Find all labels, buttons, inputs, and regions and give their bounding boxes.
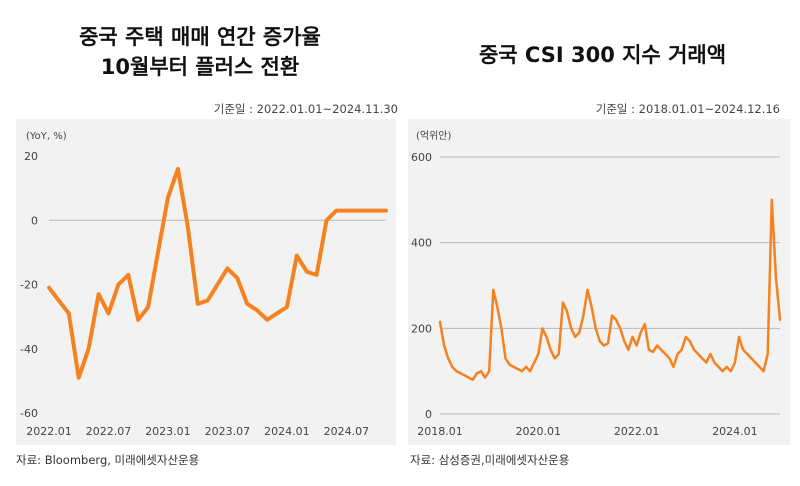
- chart1-y-tick-label: 20: [24, 150, 38, 163]
- chart2-title: 중국 CSI 300 지수 거래액: [478, 43, 727, 67]
- chart1-plot-area: (YoY, %) 20 0 -20 -40 -60 2022.01 2022.07 2023.0…: [16, 119, 396, 445]
- chart1-svg: (YoY, %) 20 0 -20 -40 -60 2022.01 2022.07 2023.0…: [20, 131, 388, 438]
- chart1-title-line1: 중국 주택 매매 연간 증가율: [79, 25, 321, 49]
- chart1-y-tick-label: -20: [20, 279, 38, 292]
- chart1-x-tick-label: 2022.01: [26, 425, 72, 438]
- chart1-x-tick-label: 2022.07: [86, 425, 132, 438]
- chart2-y-tick-label: 400: [411, 237, 432, 250]
- chart1-y-tick-label: -40: [20, 343, 38, 356]
- chart2-x-tick-label: 2020.01: [516, 425, 562, 438]
- chart2-x-tick-label: 2024.01: [712, 425, 758, 438]
- chart2-svg: (억위안) 600 400 200 0 2018.01 2020.01 2022.01 2024…: [411, 129, 782, 438]
- chart2-series-line: [438, 198, 782, 381]
- chart1-x-tick-label: 2023.01: [145, 425, 191, 438]
- chart1-series-line: [47, 166, 388, 380]
- chart1-title-line2: 10월부터 플러스 전환: [100, 55, 300, 79]
- chart2-source: 자료: 삼성증권,미래에셋자산운용: [410, 453, 570, 467]
- chart2-y-tick-label: 200: [411, 322, 432, 335]
- chart2-plot-area: (억위안) 600 400 200 0 2018.01 2020.01 2022.01 2024…: [408, 119, 790, 445]
- chart1-base-date: 기준일 : 2022.01.01~2024.11.30: [213, 102, 398, 116]
- chart1-x-tick-label: 2023.07: [205, 425, 251, 438]
- chart1-y-tick-label: 0: [31, 214, 38, 227]
- chart2-unit-label: (억위안): [416, 129, 452, 142]
- chart1-unit-label: (YoY, %): [26, 131, 67, 142]
- chart1-x-tick-label: 2024.07: [324, 425, 370, 438]
- chart1-source: 자료: Bloomberg, 미래에셋자산운용: [16, 453, 200, 467]
- chart2-base-date: 기준일 : 2018.01.01~2024.12.16: [595, 102, 780, 116]
- chart2-y-tick-label: 0: [425, 408, 432, 421]
- chart2-x-tick-label: 2018.01: [417, 425, 463, 438]
- chart1-title: 중국 주택 매매 연간 증가율 10월부터 플러스 전환: [0, 22, 400, 82]
- chart1-y-tick-label: -60: [20, 407, 38, 420]
- chart1-x-tick-label: 2024.01: [264, 425, 310, 438]
- chart2-y-tick-label: 600: [411, 151, 432, 164]
- chart2-x-tick-label: 2022.01: [614, 425, 660, 438]
